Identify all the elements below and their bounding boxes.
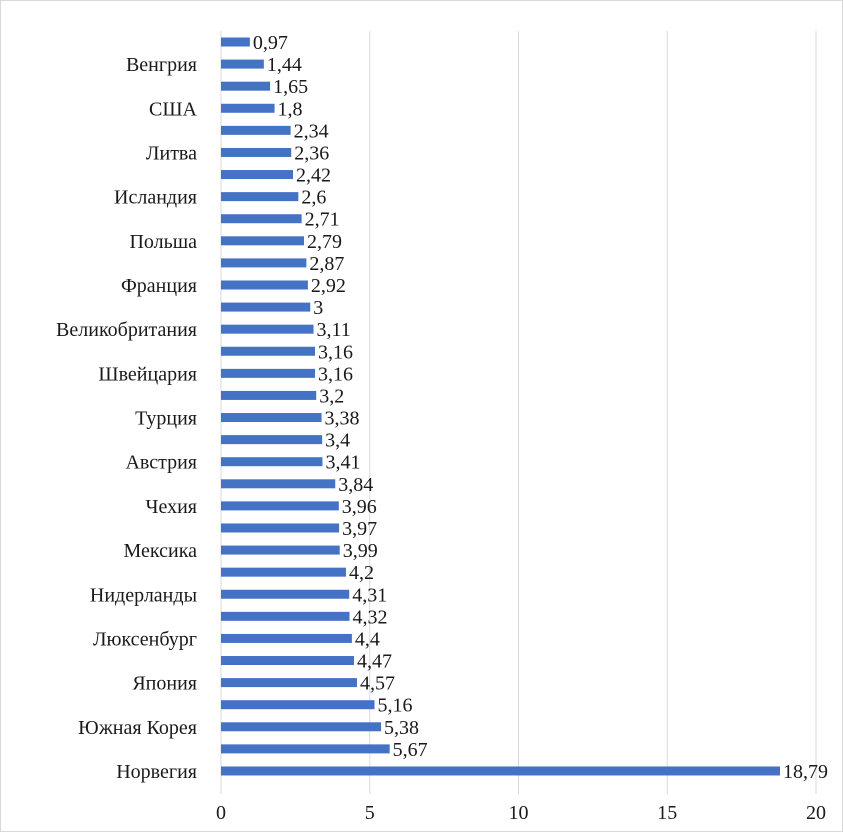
value-label: 2,6 (301, 187, 326, 209)
value-label: 3,38 (325, 408, 360, 430)
category-label: Франция (121, 275, 197, 297)
value-label: 3,16 (318, 363, 353, 385)
bar (221, 390, 317, 400)
value-label: 3,11 (317, 319, 351, 341)
value-label: 3,84 (338, 474, 373, 496)
category-label: Великобритания (56, 319, 197, 341)
value-label: 2,87 (309, 253, 344, 275)
value-label: 3,16 (318, 341, 353, 363)
category-label: Норвегия (116, 761, 197, 783)
value-label: 3,99 (343, 540, 378, 562)
bar (221, 324, 314, 334)
bar (221, 170, 293, 180)
bar (221, 346, 316, 356)
value-label: 18,79 (783, 761, 828, 783)
x-tick-label: 10 (509, 802, 529, 824)
value-label: 4,4 (355, 628, 380, 650)
bar (221, 258, 307, 268)
value-label: 2,71 (305, 209, 340, 231)
x-tick-label: 0 (216, 802, 226, 824)
category-label: Люксенбург (93, 628, 197, 650)
value-label: 2,79 (307, 231, 342, 253)
category-label: Литва (146, 142, 197, 164)
x-tick-label: 20 (806, 802, 826, 824)
bar (221, 192, 299, 202)
value-label: 1,65 (273, 76, 308, 98)
bar (221, 147, 292, 157)
category-label: Южная Корея (78, 717, 197, 739)
value-label: 2,34 (294, 120, 329, 142)
category-label: Австрия (125, 452, 197, 474)
value-label: 4,47 (357, 651, 392, 673)
bar (221, 435, 323, 445)
bar (221, 59, 264, 69)
value-label: 3,4 (325, 430, 350, 452)
bar (221, 280, 308, 290)
bar (221, 722, 382, 732)
value-label: 4,57 (360, 673, 395, 695)
bar (221, 236, 305, 246)
bar (221, 368, 316, 378)
value-label: 3,97 (342, 518, 377, 540)
bar (221, 479, 336, 489)
category-label: Япония (132, 673, 197, 695)
bar (221, 501, 339, 511)
value-label: 4,31 (352, 584, 387, 606)
value-label: 3,41 (325, 452, 360, 474)
bar (221, 700, 375, 710)
bar (221, 633, 352, 643)
bar (221, 81, 271, 91)
value-label: 1,8 (278, 98, 303, 120)
value-label: 4,2 (349, 562, 374, 584)
bar (221, 103, 275, 113)
value-label: 3,96 (342, 496, 377, 518)
value-label: 5,67 (393, 739, 428, 761)
value-label: 1,44 (267, 54, 302, 76)
category-label: Польша (129, 231, 197, 253)
category-label: Нидерланды (90, 584, 197, 606)
category-label: Чехия (145, 496, 197, 518)
bar (221, 766, 781, 776)
value-label: 2,42 (296, 165, 331, 187)
value-label: 2,92 (311, 275, 346, 297)
bar (221, 589, 350, 599)
bar (221, 302, 311, 312)
bar (221, 457, 323, 467)
value-label: 5,38 (384, 717, 419, 739)
category-label: Турция (135, 408, 197, 430)
bar (221, 656, 354, 666)
bar (221, 567, 346, 577)
x-tick-label: 5 (365, 802, 375, 824)
bar (221, 37, 250, 47)
bar (221, 125, 291, 135)
bar (221, 611, 350, 621)
category-label: США (149, 98, 198, 120)
category-label: Швейцария (98, 363, 197, 385)
bar (221, 413, 322, 423)
value-label: 0,97 (253, 32, 288, 54)
value-label: 4,32 (353, 606, 388, 628)
x-tick-label: 15 (657, 802, 677, 824)
category-label: Мексика (124, 540, 198, 562)
value-label: 5,16 (378, 695, 413, 717)
category-label: Исландия (114, 187, 197, 209)
bar (221, 744, 390, 754)
value-label: 3 (313, 297, 323, 319)
bar (221, 523, 340, 533)
value-label: 2,36 (294, 142, 329, 164)
value-label: 3,2 (319, 385, 344, 407)
bar (221, 214, 302, 224)
bar (221, 545, 340, 555)
category-label: Венгрия (126, 54, 197, 76)
bar (221, 678, 357, 688)
